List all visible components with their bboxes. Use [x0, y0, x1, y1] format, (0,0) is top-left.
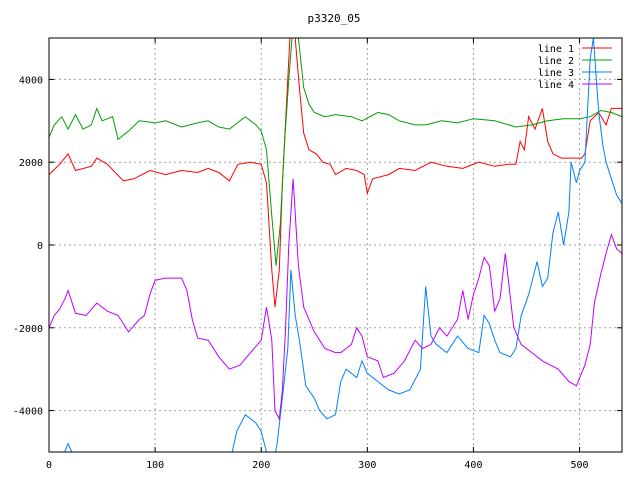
x-tick-label: 100: [146, 460, 164, 471]
legend-label-3: line 3: [538, 68, 574, 79]
y-tick-label: 4000: [19, 75, 43, 86]
legend-label-2: line 2: [538, 56, 574, 67]
y-tick-label: 0: [37, 241, 43, 252]
x-tick-label: 200: [252, 460, 270, 471]
series-group: [49, 38, 622, 452]
grid: [49, 38, 622, 452]
legend-label-1: line 1: [538, 44, 574, 55]
axes: 0 100 200 300 400 500 -4000 -2000 0 2000 4000: [13, 38, 622, 471]
series-line-1: [49, 38, 622, 308]
plot-frame: [48, 37, 623, 453]
x-tick-label: 400: [464, 460, 482, 471]
series-line-4: [49, 178, 622, 421]
y-tick-label: 2000: [19, 158, 43, 169]
series-line-3: [64, 38, 622, 452]
x-tick-label: 0: [46, 460, 52, 471]
y-tick-label: -4000: [13, 407, 43, 418]
y-tick-label: -2000: [13, 324, 43, 335]
x-tick-label: 300: [358, 460, 376, 471]
chart-title: p3320_05: [308, 12, 361, 25]
x-tick-label: 500: [571, 460, 589, 471]
legend-label-4: line 4: [538, 80, 574, 91]
series-line-2: [49, 38, 622, 266]
